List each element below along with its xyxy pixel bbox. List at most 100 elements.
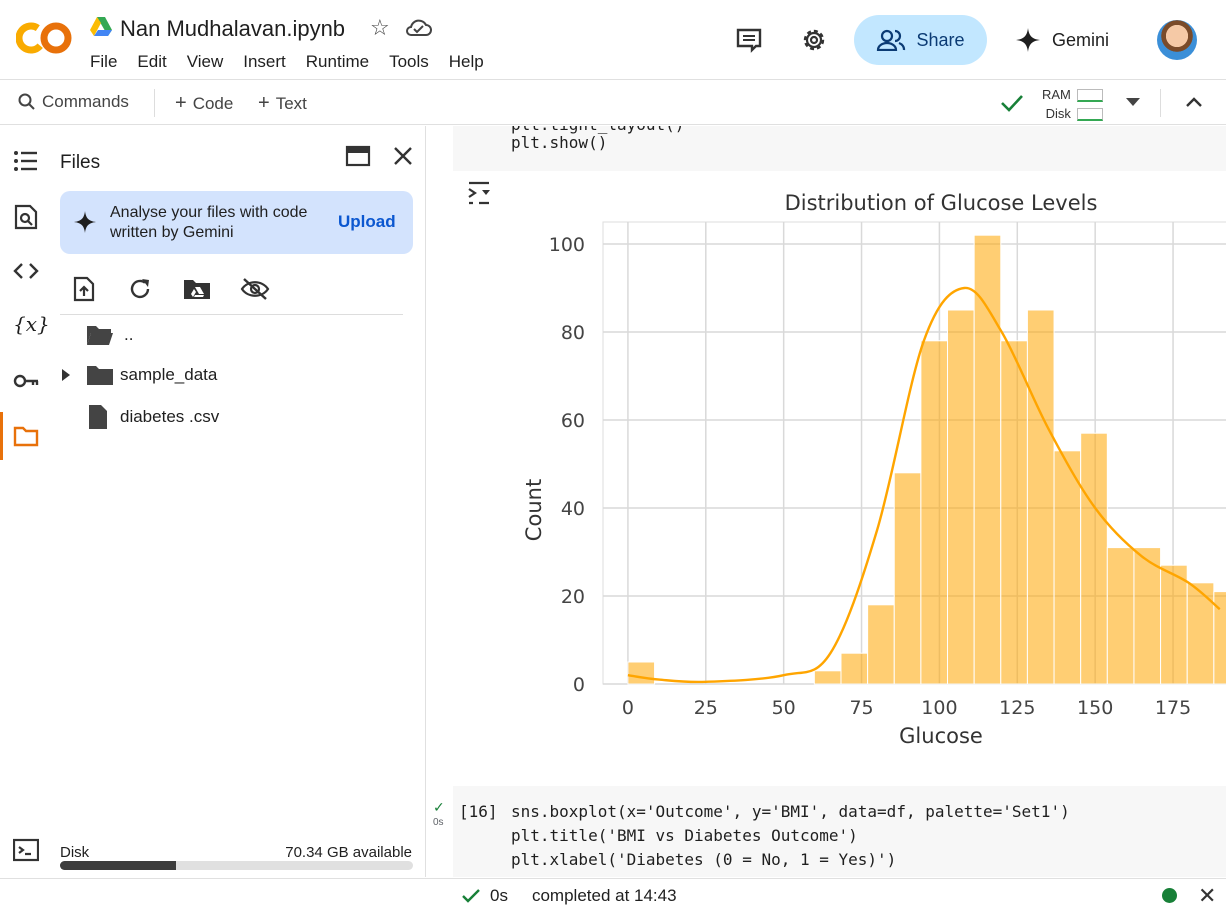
files-panel: Files Analyse your files with code writt… [52,126,426,877]
open-in-tab-icon[interactable] [345,145,371,167]
share-label: Share [916,29,965,50]
histogram-bar [1000,340,1028,685]
active-indicator [0,412,3,460]
histogram-bar [920,340,949,685]
y-tick-label: 20 [561,586,585,608]
output-toggle-icon[interactable] [465,180,493,206]
cloud-icon[interactable] [404,16,432,38]
close-icon[interactable]: ✕ [1198,883,1217,908]
chart-bars [627,234,1226,685]
ram-meter [1076,89,1103,103]
histogram-bar [1080,432,1108,685]
notebook-title[interactable]: Nan Mudhalavan.ipynb [120,16,346,41]
tree-item-label: .. [124,325,134,344]
histogram-bar [1160,564,1188,685]
folder-icon[interactable] [13,423,39,449]
upload-button[interactable]: Upload [338,212,396,231]
status-text[interactable]: 0s completed at 14:43 [462,886,677,906]
key-icon[interactable] [13,368,39,394]
menu-help[interactable]: Help [448,52,484,71]
terminal-icon[interactable] [13,837,39,863]
commands-button[interactable]: Commands [18,92,129,112]
variables-icon[interactable]: {x} [13,312,50,336]
menu-view[interactable]: View [186,52,224,71]
x-tick-label: 0 [622,697,634,719]
status-time-group: 0s [462,886,508,906]
chart-title: Distribution of Glucose Levels [785,191,1098,215]
avatar[interactable] [1157,20,1197,60]
menu-insert[interactable]: Insert [243,52,286,71]
code-line: plt.title('BMI vs Diabetes Outcome') [511,826,858,845]
code-label: Code [192,93,234,113]
header: Nan Mudhalavan.ipynb ☆ File Edit View In… [0,0,1226,80]
add-text-button[interactable]: + Text [258,92,307,115]
code-cell-16[interactable]: [16] sns.boxplot(x='Outcome', y='BMI', d… [453,786,1226,877]
chevron-up-icon[interactable] [1184,95,1204,109]
add-code-button[interactable]: + Code [175,92,233,115]
tree-row-diabetes-csv[interactable]: diabetes .csv [86,404,219,430]
histogram-bar [867,604,895,685]
refresh-icon[interactable] [128,277,152,301]
run-time: 0s [433,817,444,828]
ram-label: RAM [1042,87,1071,102]
menu-runtime[interactable]: Runtime [305,52,370,71]
menu-edit[interactable]: Edit [137,52,167,71]
disk-label: Disk [1045,106,1071,121]
comment-icon[interactable] [735,27,763,53]
gemini-files-card: Analyse your files with code written by … [60,191,413,254]
files-title: Files [60,152,101,173]
x-tick-label: 175 [1155,697,1191,719]
toc-icon[interactable] [13,148,39,174]
share-button[interactable]: Share [854,15,987,65]
code-snippets-icon[interactable] [13,258,39,284]
x-tick-label: 100 [921,697,957,719]
drive-icon[interactable] [90,17,112,37]
histogram-bar [1106,547,1135,685]
star-icon[interactable]: ☆ [370,15,390,40]
file-icon [89,405,107,429]
gemini-sparkle-icon [1016,28,1040,52]
histogram-bar [947,309,975,685]
menu-tools[interactable]: Tools [389,52,429,71]
tree-row-parent[interactable]: .. [86,324,133,346]
gemini-card-text: Analyse your files with code written by … [110,204,308,241]
x-tick-label: 25 [694,697,718,719]
gear-icon[interactable] [800,26,828,54]
find-icon[interactable] [13,204,39,230]
y-tick-label: 80 [561,322,585,344]
y-tick-label: 0 [573,674,585,696]
gemini-sparkle-icon [74,211,96,233]
chart-ticks: 0 25 50 75 100 125 150 175 0 20 40 60 80 100 [549,234,1191,719]
code-line: plt.xlabel('Diabetes (0 = No, 1 = Yes)') [511,850,897,869]
expand-arrow-icon[interactable] [60,368,72,382]
disk-meter [1076,108,1103,122]
hide-files-icon[interactable] [240,277,270,301]
histogram-bar [627,661,656,685]
run-success-icon: ✓ [433,799,445,815]
colab-logo[interactable] [16,20,72,56]
close-icon[interactable] [393,146,413,166]
code-cell-previous[interactable]: plt.tight_layout() plt.show() [453,126,1226,171]
status-bar: 0s completed at 14:43 ✕ [0,878,1226,911]
plus-icon: + [258,92,270,114]
toolbar: Commands + Code + Text RAM Disk [0,81,1226,125]
histogram-bar [840,652,869,685]
tree-row-sample-data[interactable]: sample_data [60,364,217,386]
glucose-histogram: Distribution of Glucose Levels 0 25 50 75 10… [522,191,1226,748]
disk-usage-bar [60,861,413,870]
status-time: 0s [490,886,508,905]
upload-file-icon[interactable] [72,276,96,302]
dropdown-icon[interactable] [1125,97,1141,107]
menu-file[interactable]: File [90,52,118,71]
histogram-bar [973,234,1002,685]
disk-usage-fill [60,861,177,870]
check-icon [462,889,480,903]
notebook-area: plt.tight_layout() plt.show() Distributi… [427,126,1226,877]
histogram-bar [893,472,922,685]
resource-meter[interactable]: RAM Disk [1042,85,1103,123]
gemini-button[interactable]: Gemini [1016,24,1109,56]
mount-drive-icon[interactable] [183,278,211,300]
disk-label: Disk [60,844,90,861]
y-tick-label: 40 [561,498,585,520]
toolbar-divider [1160,89,1161,117]
